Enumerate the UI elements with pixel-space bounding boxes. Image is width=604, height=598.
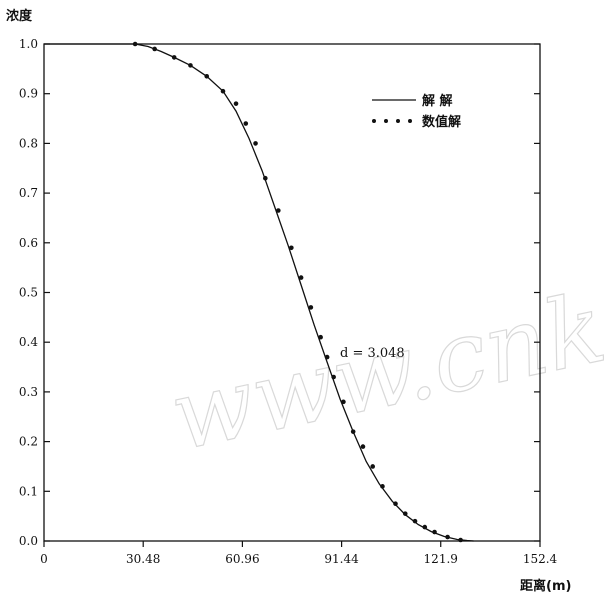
series-point-numerical: [188, 63, 193, 68]
tick-marks: [43, 43, 541, 547]
series-point-numerical: [402, 511, 408, 516]
series-layer: [44, 41, 474, 543]
series-point-numerical: [171, 55, 177, 60]
parameter-annotation: d = 3.048: [340, 346, 405, 361]
y-tick-label: 0.9: [19, 87, 38, 101]
x-tick-label: 152.4: [523, 552, 558, 566]
series-point-numerical: [380, 484, 385, 489]
x-tick-labels: 0 30.48 60.96 91.44 121.9 152.4: [40, 552, 557, 566]
series-point-numerical: [289, 245, 294, 251]
series-point-numerical: [152, 46, 157, 52]
series-point-numerical: [324, 354, 330, 360]
series-point-numerical: [432, 529, 437, 535]
plot-frame: [43, 43, 541, 542]
series-point-numerical: [412, 518, 418, 524]
x-tick-label: 91.44: [324, 552, 359, 566]
legend-swatch-dotted: [372, 119, 412, 123]
y-tick-label: 0.4: [19, 335, 38, 349]
series-line-analytical: [44, 43, 474, 542]
series-point-numerical: [276, 208, 281, 213]
legend-dot: [396, 119, 400, 123]
series-point-numerical: [360, 444, 366, 449]
series-point-numerical: [204, 74, 210, 79]
y-tick-label: 0.2: [19, 435, 38, 449]
y-tick-label: 1.0: [19, 37, 38, 51]
x-tick-label: 60.96: [225, 552, 259, 566]
series-point-numerical: [331, 374, 336, 380]
series-point-numerical: [458, 537, 463, 543]
series-point-numerical: [393, 501, 398, 507]
legend-dot: [408, 119, 412, 123]
series-point-numerical: [422, 524, 428, 530]
series-point-numerical: [263, 175, 268, 181]
y-tick-label: 0.5: [19, 286, 38, 300]
legend-dot: [372, 119, 376, 123]
y-tick-label: 0.3: [19, 385, 38, 399]
y-tick-label: 0.7: [19, 186, 38, 200]
series-point-numerical: [220, 88, 226, 94]
series-point-numerical: [341, 399, 346, 405]
series-point-numerical: [370, 464, 376, 469]
series-point-numerical: [445, 534, 450, 540]
y-tick-labels: 0.0 0.1 0.2 0.3 0.4 0.5 0.6 0.7 0.8 0.9 1.0: [19, 37, 38, 548]
series-point-numerical: [308, 305, 314, 310]
x-tick-label: 121.9: [424, 552, 458, 566]
series-point-numerical: [233, 101, 239, 106]
series-point-numerical: [132, 41, 138, 47]
legend-dot: [384, 119, 388, 123]
y-axis-title: 浓度: [6, 8, 33, 24]
x-tick-label: 30.48: [126, 552, 160, 566]
x-tick-label: 0: [40, 552, 48, 566]
series-point-numerical: [243, 121, 249, 126]
series-point-numerical: [298, 275, 304, 280]
y-tick-label: 0.6: [19, 236, 38, 250]
legend-label-dotted: 数值解: [422, 114, 461, 130]
y-tick-label: 0.8: [19, 136, 38, 150]
series-point-numerical: [253, 141, 258, 146]
y-tick-label: 0.1: [19, 484, 38, 498]
legend: 解 解 数值解: [372, 93, 461, 130]
legend-label-solid: 解 解: [421, 93, 453, 109]
x-axis-title: 距离(m): [520, 578, 571, 594]
series-point-numerical: [350, 429, 356, 434]
series-point-numerical: [318, 334, 323, 340]
y-tick-label: 0.0: [19, 534, 38, 548]
